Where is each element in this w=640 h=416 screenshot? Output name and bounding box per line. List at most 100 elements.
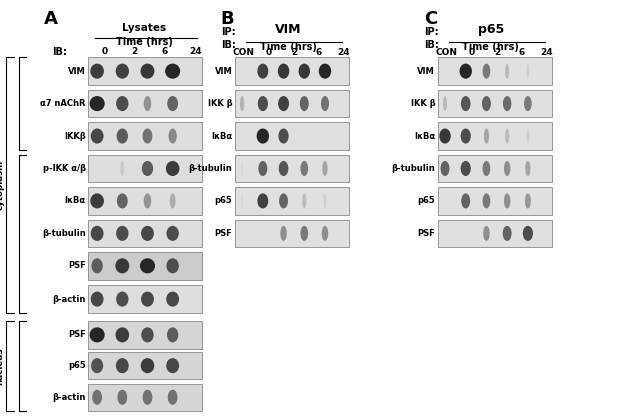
- Ellipse shape: [502, 226, 511, 241]
- Text: IκBα: IκBα: [211, 131, 232, 141]
- Bar: [88, 352, 202, 379]
- Ellipse shape: [141, 292, 154, 307]
- Bar: [235, 187, 349, 215]
- Text: IP:: IP:: [221, 27, 236, 37]
- Ellipse shape: [115, 258, 129, 273]
- Text: 6: 6: [316, 48, 322, 57]
- Ellipse shape: [504, 161, 510, 176]
- Ellipse shape: [168, 390, 177, 405]
- Text: 2: 2: [291, 48, 298, 57]
- Ellipse shape: [482, 96, 491, 111]
- Ellipse shape: [116, 96, 129, 111]
- Ellipse shape: [280, 226, 287, 241]
- Text: IB:: IB:: [52, 47, 67, 57]
- Text: IKK β: IKK β: [411, 99, 435, 108]
- Ellipse shape: [90, 96, 105, 111]
- Bar: [235, 122, 349, 150]
- Ellipse shape: [298, 64, 310, 79]
- Text: IκBα: IκBα: [414, 131, 435, 141]
- Text: 6: 6: [518, 48, 525, 57]
- Ellipse shape: [321, 96, 329, 111]
- Ellipse shape: [461, 129, 471, 144]
- Text: PSF: PSF: [214, 229, 232, 238]
- Text: IB:: IB:: [424, 40, 438, 50]
- Ellipse shape: [117, 390, 127, 405]
- Ellipse shape: [120, 161, 124, 176]
- Ellipse shape: [117, 193, 128, 208]
- Ellipse shape: [300, 96, 308, 111]
- Bar: [88, 122, 202, 150]
- Ellipse shape: [525, 161, 531, 176]
- Text: VIM: VIM: [68, 67, 86, 76]
- Text: 24: 24: [540, 48, 553, 57]
- Ellipse shape: [257, 129, 269, 144]
- Ellipse shape: [323, 161, 328, 176]
- Ellipse shape: [144, 193, 151, 208]
- Text: VIM: VIM: [275, 23, 301, 36]
- Ellipse shape: [168, 129, 177, 144]
- Ellipse shape: [460, 64, 472, 79]
- Ellipse shape: [167, 327, 179, 342]
- Ellipse shape: [483, 226, 490, 241]
- Ellipse shape: [461, 193, 470, 208]
- Ellipse shape: [143, 390, 152, 405]
- Bar: [438, 122, 552, 150]
- Text: Lysates: Lysates: [122, 23, 166, 33]
- Ellipse shape: [525, 193, 531, 208]
- Ellipse shape: [116, 292, 129, 307]
- Text: CON: CON: [435, 48, 457, 57]
- Ellipse shape: [505, 129, 509, 144]
- Text: nucleus: nucleus: [0, 347, 4, 385]
- Ellipse shape: [440, 161, 449, 176]
- Ellipse shape: [142, 161, 153, 176]
- Text: Time (hrs): Time (hrs): [463, 42, 519, 52]
- Ellipse shape: [166, 292, 179, 307]
- Text: cytoplasm: cytoplasm: [0, 160, 4, 210]
- Ellipse shape: [241, 161, 243, 176]
- Text: 2: 2: [494, 48, 500, 57]
- Ellipse shape: [166, 226, 179, 241]
- Bar: [88, 90, 202, 117]
- Ellipse shape: [165, 64, 180, 79]
- Text: A: A: [44, 10, 58, 28]
- Text: β-tubulin: β-tubulin: [189, 164, 232, 173]
- Text: p65: p65: [214, 196, 232, 206]
- Ellipse shape: [257, 64, 268, 79]
- Ellipse shape: [503, 96, 511, 111]
- Ellipse shape: [91, 358, 103, 373]
- Text: IB:: IB:: [221, 40, 236, 50]
- Ellipse shape: [92, 258, 103, 273]
- Text: 0: 0: [266, 48, 272, 57]
- Ellipse shape: [258, 96, 268, 111]
- Ellipse shape: [91, 129, 104, 144]
- Ellipse shape: [527, 64, 529, 79]
- Ellipse shape: [170, 193, 175, 208]
- Ellipse shape: [116, 226, 129, 241]
- Bar: [88, 384, 202, 411]
- Ellipse shape: [524, 96, 532, 111]
- Bar: [88, 252, 202, 280]
- Text: C: C: [424, 10, 437, 28]
- Text: VIM: VIM: [417, 67, 435, 76]
- Ellipse shape: [91, 226, 104, 241]
- Ellipse shape: [167, 96, 178, 111]
- Bar: [438, 57, 552, 85]
- Bar: [438, 155, 552, 182]
- Ellipse shape: [166, 258, 179, 273]
- Ellipse shape: [166, 161, 179, 176]
- Text: β-tubulin: β-tubulin: [42, 229, 86, 238]
- Text: IP:: IP:: [424, 27, 438, 37]
- Ellipse shape: [116, 64, 129, 79]
- Ellipse shape: [527, 129, 529, 144]
- Text: PSF: PSF: [417, 229, 435, 238]
- Ellipse shape: [322, 226, 328, 241]
- Text: PSF: PSF: [68, 330, 86, 339]
- Text: β-actin: β-actin: [52, 295, 86, 304]
- Text: IKK β: IKK β: [208, 99, 232, 108]
- Text: β-actin: β-actin: [52, 393, 86, 402]
- Ellipse shape: [141, 64, 154, 79]
- Bar: [438, 220, 552, 247]
- Text: 0: 0: [468, 48, 475, 57]
- Text: 24: 24: [337, 48, 350, 57]
- Text: 6: 6: [161, 47, 168, 56]
